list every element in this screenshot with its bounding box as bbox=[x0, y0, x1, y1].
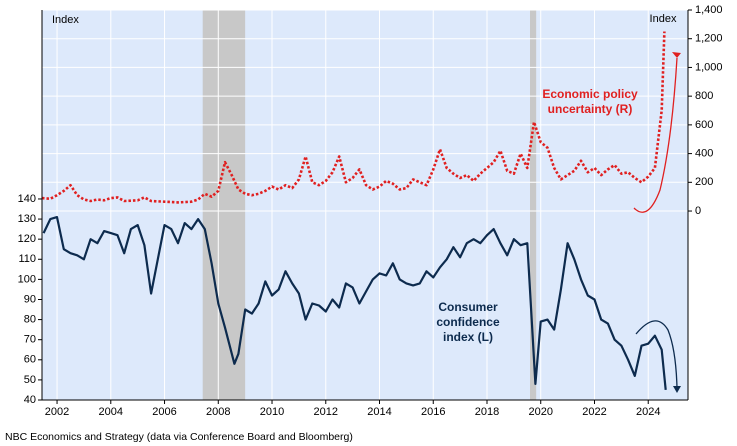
annotation: Economic policy bbox=[542, 87, 638, 101]
y-tick-label: 130 bbox=[18, 213, 36, 225]
series-line bbox=[41, 31, 666, 204]
y2-tick-label: 600 bbox=[695, 119, 713, 131]
grid-layer bbox=[42, 9, 688, 400]
y-tick-label: 140 bbox=[18, 193, 36, 205]
y-tick-label: 40 bbox=[24, 394, 36, 406]
series-line bbox=[42, 216, 667, 391]
y2-tick-label: 800 bbox=[695, 90, 713, 102]
arrow-head bbox=[672, 52, 681, 58]
x-tick-label: 2020 bbox=[528, 406, 552, 418]
recession-layer bbox=[202, 10, 537, 400]
lines-layer bbox=[41, 31, 667, 391]
plot-area bbox=[42, 10, 688, 400]
x-tick-label: 2022 bbox=[582, 406, 606, 418]
axis-label: Index bbox=[650, 13, 677, 25]
y2-tick-label: 1,200 bbox=[695, 33, 723, 45]
annotation: uncertainty (R) bbox=[548, 102, 633, 116]
annotation: index (L) bbox=[443, 330, 493, 344]
recession-band bbox=[202, 10, 246, 400]
annotation: confidence bbox=[436, 315, 500, 329]
y-tick-label: 80 bbox=[24, 313, 36, 325]
x-tick-label: 2006 bbox=[152, 406, 176, 418]
x-tick-label: 2008 bbox=[206, 406, 230, 418]
recession-band bbox=[529, 10, 537, 400]
x-tick-label: 2010 bbox=[260, 406, 284, 418]
y-tick-label: 100 bbox=[18, 273, 36, 285]
x-tick-label: 2004 bbox=[99, 406, 123, 418]
source: NBC Economics and Strategy (data via Con… bbox=[5, 431, 353, 443]
y-tick-label: 110 bbox=[18, 253, 36, 265]
y-tick-label: 60 bbox=[24, 354, 36, 366]
arrow bbox=[635, 320, 678, 389]
y2-tick-label: 400 bbox=[695, 147, 713, 159]
x-tick-label: 2014 bbox=[367, 406, 391, 418]
arrow bbox=[633, 57, 678, 213]
y-tick-label: 120 bbox=[18, 233, 36, 245]
y-tick-label: 50 bbox=[24, 374, 36, 386]
x-tick-label: 2002 bbox=[45, 406, 69, 418]
x-tick-label: 2024 bbox=[636, 406, 660, 418]
annotation: Consumer bbox=[438, 300, 498, 314]
y2-tick-label: 1,000 bbox=[695, 61, 723, 73]
arrow-head bbox=[673, 386, 681, 393]
y-tick-label: 90 bbox=[24, 293, 36, 305]
y2-tick-label: 200 bbox=[695, 176, 713, 188]
y2-tick-label: 1,400 bbox=[695, 4, 723, 16]
y2-tick-label: 0 bbox=[695, 205, 701, 217]
y-tick-label: 70 bbox=[24, 334, 36, 346]
axis-label: Index bbox=[52, 14, 79, 26]
x-tick-label: 2018 bbox=[475, 406, 499, 418]
x-tick-label: 2016 bbox=[421, 406, 445, 418]
x-tick-label: 2012 bbox=[314, 406, 338, 418]
